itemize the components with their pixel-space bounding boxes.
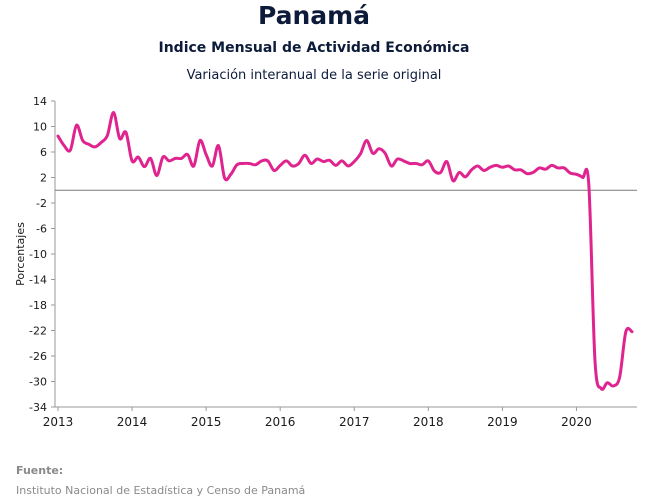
y-tick-label: 2 — [40, 172, 47, 185]
source-text: Instituto Nacional de Estadística y Cens… — [16, 484, 306, 497]
x-tick-label: 2017 — [339, 415, 370, 429]
x-tick-label: 2019 — [487, 415, 518, 429]
x-tick-label: 2018 — [413, 415, 444, 429]
y-tick-label: 10 — [33, 121, 47, 134]
y-tick-label: -22 — [29, 325, 47, 338]
x-tick-label: 2013 — [43, 415, 74, 429]
chart-title: Panamá — [257, 1, 371, 30]
y-axis-label: Porcentajes — [14, 222, 27, 286]
chart-subtitle-secondary: Variación interanual de la serie origina… — [186, 68, 442, 83]
y-tick-label: -34 — [29, 401, 47, 414]
y-tick-label: -2 — [36, 197, 47, 210]
y-tick-label: -10 — [29, 248, 47, 261]
x-tick-label: 2015 — [191, 415, 222, 429]
y-tick-label: -18 — [29, 299, 47, 312]
y-tick-label: 14 — [33, 95, 47, 108]
x-tick-label: 2014 — [117, 415, 148, 429]
y-tick-label: 6 — [40, 146, 47, 159]
series-line — [56, 110, 634, 391]
y-tick-label: -26 — [29, 350, 47, 363]
x-tick-label: 2020 — [561, 415, 592, 429]
x-tick-label: 2016 — [265, 415, 296, 429]
chart-subtitle: Indice Mensual de Actividad Económica — [158, 40, 470, 56]
y-tick-label: -14 — [29, 274, 47, 287]
y-tick-label: -30 — [29, 376, 47, 389]
source-label: Fuente: — [16, 464, 64, 477]
y-tick-label: -6 — [36, 223, 47, 236]
